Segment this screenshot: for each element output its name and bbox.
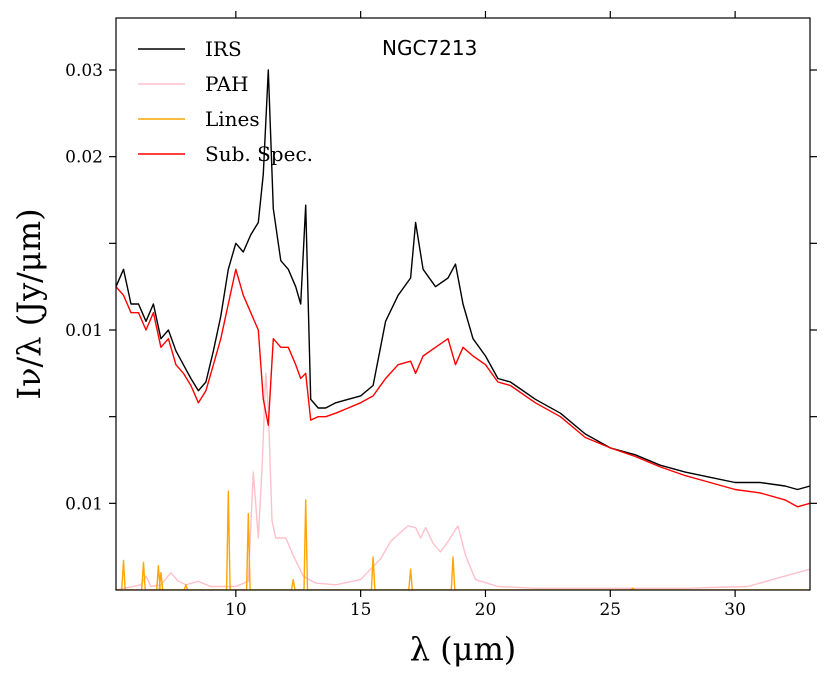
legend-label-lines: Lines xyxy=(205,107,260,131)
y-axis-title: Iν/λ (Jy/μm) xyxy=(10,208,48,399)
y-tick-label: 0.01 xyxy=(65,494,103,514)
tick-labels: 10 15 20 25 30 0.01 0.01 0.02 0.03 xyxy=(65,61,746,620)
plot-area xyxy=(116,69,810,590)
y-tick-label: 0.01 xyxy=(65,321,103,341)
series-line-irs xyxy=(116,69,810,491)
series-line-lines xyxy=(116,490,810,590)
y-tick-label: 0.02 xyxy=(65,148,103,168)
legend-label-pah: PAH xyxy=(205,72,249,96)
x-axis-title: λ (μm) xyxy=(410,630,517,668)
annotation-ngc7213: NGC7213 xyxy=(382,36,477,60)
plot-frame xyxy=(115,17,811,591)
x-tick-label: 30 xyxy=(724,600,746,620)
y-tick-label: 0.03 xyxy=(65,61,103,81)
series-line-pah xyxy=(116,372,810,590)
legend-label-sub-spec: Sub. Spec. xyxy=(205,142,313,166)
x-tick-label: 20 xyxy=(475,600,497,620)
legend: IRS PAH Lines Sub. Spec. xyxy=(138,37,313,166)
x-tick-label: 25 xyxy=(599,600,621,620)
legend-label-irs: IRS xyxy=(205,37,242,61)
tick-marks xyxy=(109,11,817,597)
x-tick-label: 15 xyxy=(350,600,372,620)
x-tick-label: 10 xyxy=(225,600,247,620)
series-line-sub-spec xyxy=(116,268,810,508)
